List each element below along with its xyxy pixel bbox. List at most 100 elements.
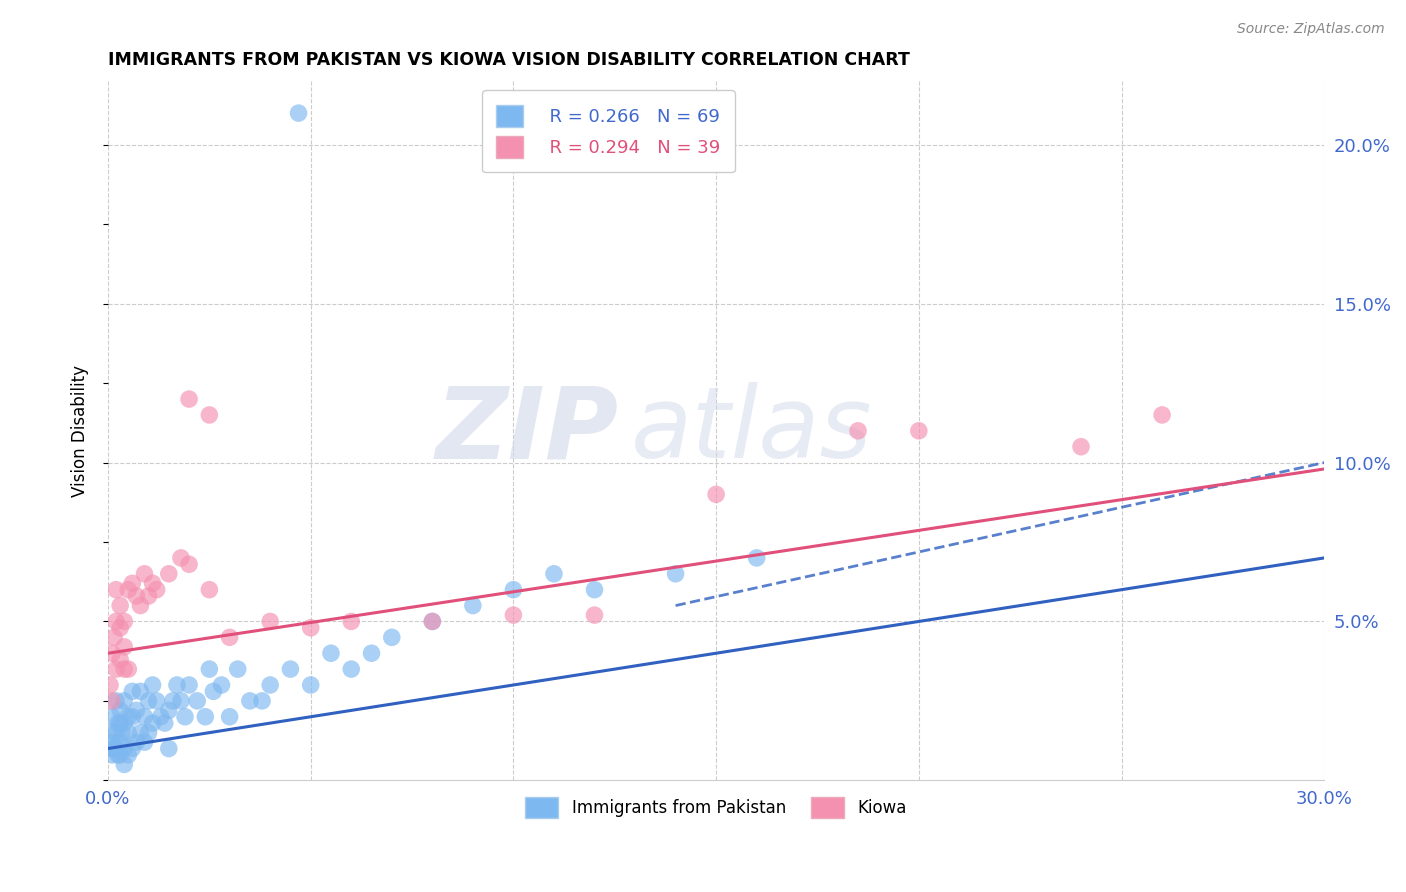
Point bbox=[107, 747, 129, 762]
Point bbox=[145, 582, 167, 597]
Point bbox=[129, 725, 152, 739]
Point bbox=[112, 757, 135, 772]
Point bbox=[502, 582, 524, 597]
Point bbox=[259, 615, 281, 629]
Point bbox=[101, 710, 124, 724]
Point bbox=[846, 424, 869, 438]
Point bbox=[218, 710, 240, 724]
Point bbox=[129, 684, 152, 698]
Point bbox=[108, 747, 131, 762]
Point bbox=[543, 566, 565, 581]
Point bbox=[112, 716, 135, 731]
Point bbox=[1152, 408, 1174, 422]
Point bbox=[461, 599, 484, 613]
Point bbox=[157, 703, 180, 717]
Point bbox=[142, 678, 165, 692]
Point bbox=[198, 408, 221, 422]
Point bbox=[103, 725, 125, 739]
Point bbox=[129, 599, 152, 613]
Point bbox=[202, 684, 225, 698]
Point bbox=[174, 710, 197, 724]
Point bbox=[112, 741, 135, 756]
Point bbox=[121, 710, 143, 724]
Point bbox=[121, 576, 143, 591]
Point bbox=[117, 747, 139, 762]
Point bbox=[138, 694, 160, 708]
Point bbox=[108, 703, 131, 717]
Point bbox=[103, 741, 125, 756]
Point bbox=[166, 678, 188, 692]
Point bbox=[112, 662, 135, 676]
Point bbox=[134, 735, 156, 749]
Point bbox=[103, 630, 125, 644]
Point bbox=[125, 589, 148, 603]
Point bbox=[162, 694, 184, 708]
Point bbox=[98, 741, 121, 756]
Point bbox=[108, 716, 131, 731]
Text: atlas: atlas bbox=[631, 383, 873, 479]
Point bbox=[105, 615, 128, 629]
Point bbox=[157, 566, 180, 581]
Point bbox=[299, 621, 322, 635]
Point bbox=[704, 487, 727, 501]
Point bbox=[101, 747, 124, 762]
Point bbox=[121, 741, 143, 756]
Point bbox=[121, 684, 143, 698]
Point bbox=[381, 630, 404, 644]
Point bbox=[134, 566, 156, 581]
Point bbox=[218, 630, 240, 644]
Point bbox=[105, 662, 128, 676]
Point bbox=[108, 652, 131, 666]
Point bbox=[250, 694, 273, 708]
Point bbox=[138, 589, 160, 603]
Point bbox=[108, 735, 131, 749]
Point bbox=[125, 735, 148, 749]
Point bbox=[125, 703, 148, 717]
Point bbox=[149, 710, 172, 724]
Point bbox=[117, 662, 139, 676]
Point bbox=[177, 392, 200, 406]
Point bbox=[112, 615, 135, 629]
Point bbox=[340, 615, 363, 629]
Point bbox=[665, 566, 688, 581]
Point bbox=[157, 741, 180, 756]
Point bbox=[108, 621, 131, 635]
Point bbox=[211, 678, 233, 692]
Text: IMMIGRANTS FROM PAKISTAN VS KIOWA VISION DISABILITY CORRELATION CHART: IMMIGRANTS FROM PAKISTAN VS KIOWA VISION… bbox=[108, 51, 910, 69]
Point bbox=[98, 678, 121, 692]
Point bbox=[583, 582, 606, 597]
Point bbox=[101, 694, 124, 708]
Point bbox=[287, 106, 309, 120]
Point bbox=[105, 582, 128, 597]
Y-axis label: Vision Disability: Vision Disability bbox=[72, 365, 89, 497]
Point bbox=[420, 615, 443, 629]
Point bbox=[198, 582, 221, 597]
Point bbox=[198, 662, 221, 676]
Point bbox=[502, 608, 524, 623]
Point bbox=[117, 710, 139, 724]
Point bbox=[117, 582, 139, 597]
Point bbox=[101, 735, 124, 749]
Point bbox=[105, 741, 128, 756]
Point bbox=[194, 710, 217, 724]
Point bbox=[908, 424, 931, 438]
Point bbox=[105, 725, 128, 739]
Point bbox=[170, 550, 193, 565]
Point bbox=[186, 694, 208, 708]
Point bbox=[177, 678, 200, 692]
Point bbox=[117, 725, 139, 739]
Legend: Immigrants from Pakistan, Kiowa: Immigrants from Pakistan, Kiowa bbox=[519, 790, 914, 824]
Point bbox=[105, 694, 128, 708]
Point bbox=[1070, 440, 1092, 454]
Point bbox=[107, 716, 129, 731]
Point bbox=[108, 599, 131, 613]
Point bbox=[280, 662, 302, 676]
Point bbox=[583, 608, 606, 623]
Point bbox=[111, 725, 134, 739]
Point bbox=[142, 576, 165, 591]
Point bbox=[420, 615, 443, 629]
Text: ZIP: ZIP bbox=[436, 383, 619, 479]
Point bbox=[319, 646, 342, 660]
Point bbox=[226, 662, 249, 676]
Point bbox=[360, 646, 382, 660]
